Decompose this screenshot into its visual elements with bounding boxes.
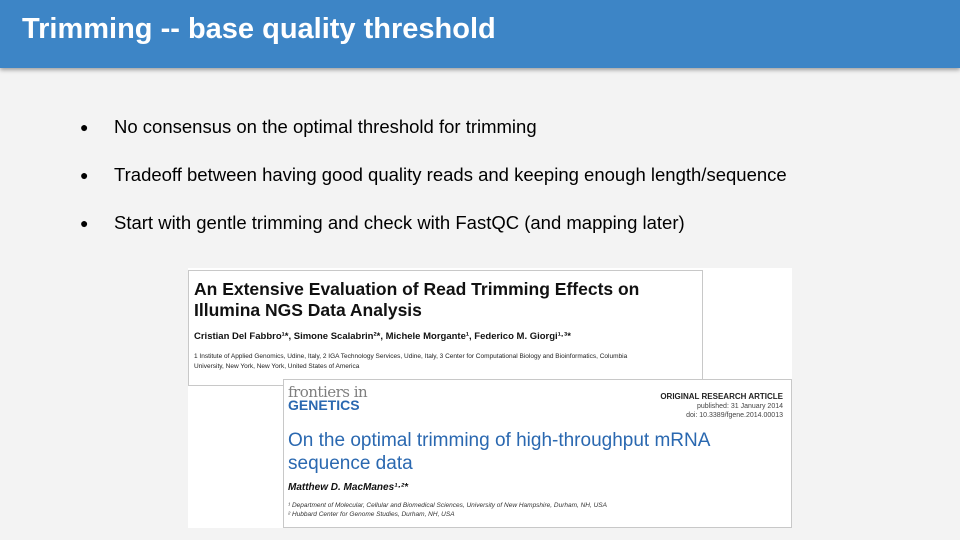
bullet-icon: ● [80, 119, 89, 135]
doi: doi: 10.3389/fgene.2014.00013 [686, 412, 783, 419]
paper-screenshots: An Extensive Evaluation of Read Trimming… [188, 268, 792, 528]
publication-info: published: 31 January 2014 doi: 10.3389/… [686, 402, 783, 420]
paper2-affiliations: ¹ Department of Molecular, Cellular and … [288, 501, 607, 519]
paper1-authors: Cristian Del Fabbro¹*, Simone Scalabrin²… [194, 331, 571, 342]
bullet-list: ● No consensus on the optimal threshold … [80, 114, 787, 258]
paper-header-del-fabbro: An Extensive Evaluation of Read Trimming… [188, 270, 703, 386]
journal-logo-line1: frontiers in [288, 383, 368, 401]
bullet-text: Start with gentle trimming and check wit… [114, 212, 685, 233]
paper1-title-line1: An Extensive Evaluation of Read Trimming… [194, 279, 640, 299]
paper2-affiliation1: ¹ Department of Molecular, Cellular and … [288, 502, 607, 509]
journal-logo: frontiers in GENETICS [288, 383, 368, 413]
bullet-item: ● Tradeoff between having good quality r… [80, 162, 787, 210]
bullet-text: Tradeoff between having good quality rea… [114, 164, 787, 185]
paper2-affiliation2: ² Hubbard Center for Genome Studies, Dur… [288, 511, 455, 518]
bullet-icon: ● [80, 215, 89, 231]
article-type: ORIGINAL RESEARCH ARTICLE [660, 392, 783, 401]
paper-header-macmanes: frontiers in GENETICS ORIGINAL RESEARCH … [283, 379, 792, 528]
title-bar: Trimming -- base quality threshold [0, 0, 960, 68]
journal-logo-line2: GENETICS [288, 397, 360, 413]
bullet-item: ● Start with gentle trimming and check w… [80, 210, 787, 258]
paper2-title-line1: On the optimal trimming of high-throughp… [288, 430, 711, 451]
paper2-title: On the optimal trimming of high-throughp… [288, 429, 758, 475]
paper1-affiliations-line2: University, New York, New York, United S… [194, 363, 360, 370]
bullet-icon: ● [80, 167, 89, 183]
paper1-title-line2: Illumina NGS Data Analysis [194, 300, 422, 320]
paper2-title-line2: sequence data [288, 453, 413, 474]
slide-title: Trimming -- base quality threshold [22, 13, 496, 45]
paper1-affiliations: 1 Institute of Applied Genomics, Udine, … [194, 352, 696, 372]
published-date: published: 31 January 2014 [696, 403, 783, 410]
bullet-text: No consensus on the optimal threshold fo… [114, 116, 537, 137]
paper1-affiliations-line1: 1 Institute of Applied Genomics, Udine, … [194, 353, 628, 360]
paper2-author: Matthew D. MacManes¹·²* [288, 482, 409, 493]
bullet-item: ● No consensus on the optimal threshold … [80, 114, 787, 162]
paper1-title: An Extensive Evaluation of Read Trimming… [194, 279, 696, 321]
